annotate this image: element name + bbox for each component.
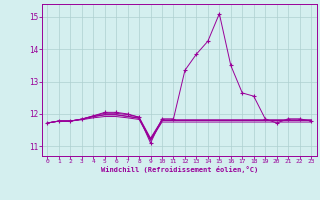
X-axis label: Windchill (Refroidissement éolien,°C): Windchill (Refroidissement éolien,°C) bbox=[100, 166, 258, 173]
